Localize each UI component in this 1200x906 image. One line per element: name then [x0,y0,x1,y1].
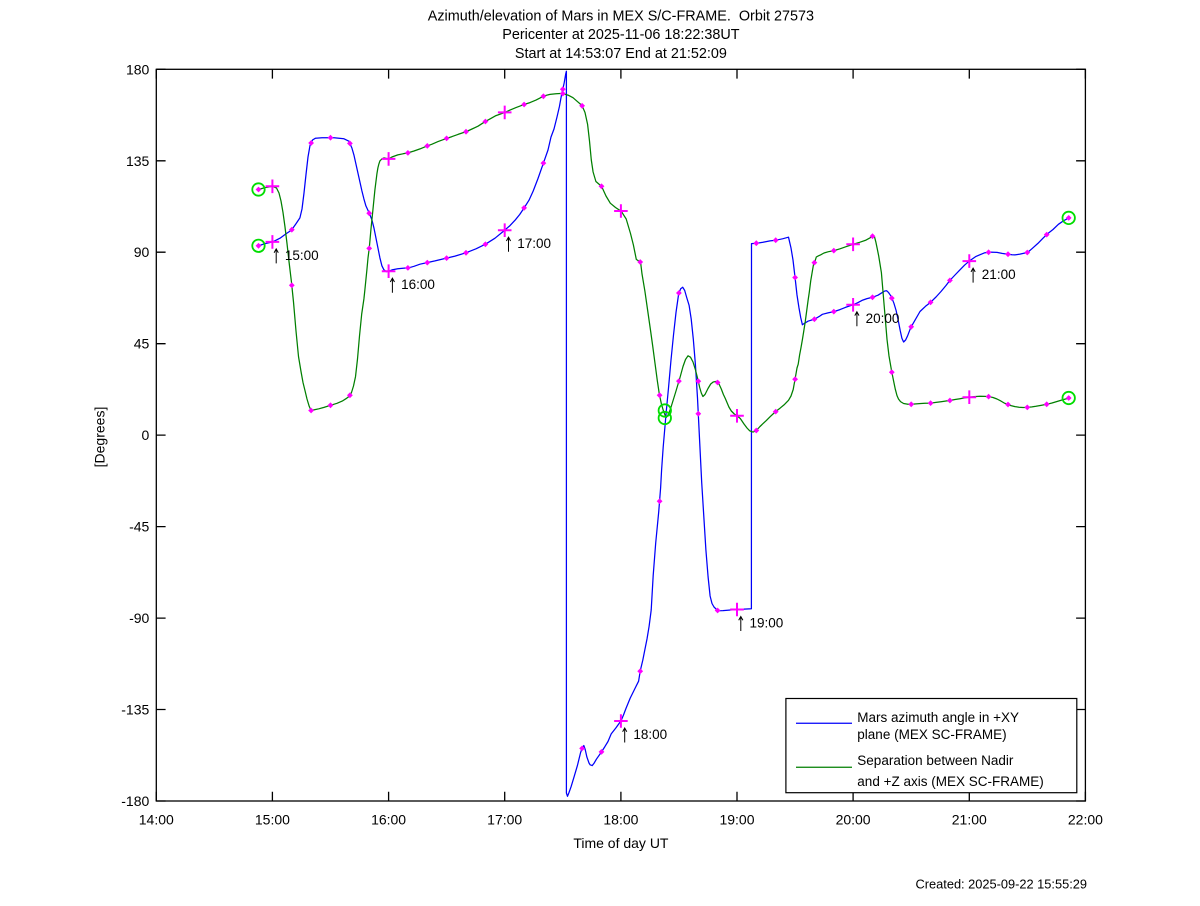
svg-text:14:00: 14:00 [139,812,174,828]
svg-text:19:00: 19:00 [719,812,754,828]
svg-text:[Degrees]: [Degrees] [92,407,108,468]
svg-text:16:00: 16:00 [401,277,435,292]
svg-text:17:00: 17:00 [487,812,522,828]
svg-text:17:00: 17:00 [517,236,551,251]
svg-text:19:00: 19:00 [750,616,784,631]
svg-text:-180: -180 [121,793,149,809]
svg-text:135: 135 [126,153,150,169]
svg-text:Time of day UT: Time of day UT [573,835,669,851]
svg-text:18:00: 18:00 [603,812,638,828]
svg-text:15:00: 15:00 [255,812,290,828]
svg-text:180: 180 [126,61,150,77]
svg-text:plane (MEX SC-FRAME): plane (MEX SC-FRAME) [857,727,1006,742]
svg-text:Separation between Nadir: Separation between Nadir [857,753,1014,768]
svg-text:Azimuth/elevation of Mars in M: Azimuth/elevation of Mars in MEX S/C-FRA… [428,9,814,25]
svg-text:90: 90 [134,244,150,260]
svg-text:18:00: 18:00 [633,727,667,742]
svg-text:16:00: 16:00 [371,812,406,828]
svg-text:-90: -90 [129,610,149,626]
svg-text:22:00: 22:00 [1068,812,1103,828]
svg-text:-45: -45 [129,519,149,535]
svg-text:45: 45 [134,336,150,352]
svg-text:21:00: 21:00 [982,267,1016,282]
svg-text:Start at 14:53:07 End at 21:52: Start at 14:53:07 End at 21:52:09 [515,46,727,62]
svg-text:0: 0 [142,427,150,443]
svg-text:-135: -135 [121,702,149,718]
svg-text:Created: 2025-09-22 15:55:29: Created: 2025-09-22 15:55:29 [916,877,1087,892]
svg-text:20:00: 20:00 [836,812,871,828]
svg-text:Mars azimuth angle in +XY: Mars azimuth angle in +XY [857,710,1019,725]
svg-text:15:00: 15:00 [285,248,319,263]
svg-text:21:00: 21:00 [952,812,987,828]
svg-text:Pericenter at 2025-11-06 18:22: Pericenter at 2025-11-06 18:22:38UT [502,27,740,43]
svg-text:and +Z axis (MEX SC-FRAME): and +Z axis (MEX SC-FRAME) [857,774,1043,789]
svg-text:20:00: 20:00 [866,311,900,326]
